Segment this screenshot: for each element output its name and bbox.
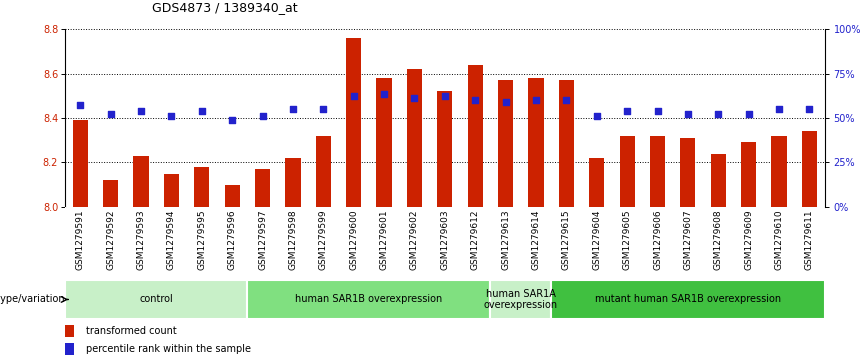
Text: GSM1279597: GSM1279597 [258, 209, 267, 270]
Text: GSM1279599: GSM1279599 [319, 209, 328, 270]
Text: GSM1279595: GSM1279595 [197, 209, 207, 270]
Bar [225, 185, 240, 207]
Text: genotype/variation: genotype/variation [0, 294, 65, 305]
Text: GSM1279611: GSM1279611 [805, 209, 814, 270]
Text: percentile rank within the sample: percentile rank within the sample [86, 344, 251, 354]
Text: GSM1279600: GSM1279600 [349, 209, 358, 270]
Bar [681, 138, 695, 207]
Text: GSM1279598: GSM1279598 [288, 209, 298, 270]
Text: GSM1279608: GSM1279608 [713, 209, 723, 270]
Bar [103, 180, 118, 207]
Text: GSM1279613: GSM1279613 [501, 209, 510, 270]
Bar [802, 131, 817, 207]
Text: GSM1279615: GSM1279615 [562, 209, 571, 270]
Bar [286, 158, 300, 207]
Bar [194, 167, 209, 207]
Point [377, 91, 391, 97]
Bar [377, 78, 391, 207]
Point [772, 106, 786, 112]
Bar [73, 120, 88, 207]
Point [498, 99, 512, 105]
Point [103, 111, 117, 117]
Text: human SAR1A
overexpression: human SAR1A overexpression [483, 289, 558, 310]
Text: GDS4873 / 1389340_at: GDS4873 / 1389340_at [152, 1, 298, 15]
Point [255, 113, 269, 119]
Point [620, 109, 634, 114]
Bar [498, 80, 513, 207]
Bar [316, 136, 331, 207]
Point [164, 113, 179, 119]
Point [73, 102, 87, 107]
Point [286, 106, 299, 112]
Point [194, 109, 208, 114]
Point [650, 109, 664, 114]
Text: GSM1279605: GSM1279605 [622, 209, 632, 270]
Bar [490, 280, 551, 319]
Bar [65, 343, 74, 355]
Bar [247, 280, 490, 319]
Bar [741, 142, 756, 207]
Point [802, 106, 816, 112]
Point [225, 117, 239, 123]
Bar [620, 136, 635, 207]
Point [529, 97, 542, 103]
Text: GSM1279607: GSM1279607 [683, 209, 693, 270]
Bar [529, 78, 543, 207]
Bar [468, 65, 483, 207]
Bar [437, 91, 452, 207]
Bar [407, 69, 422, 207]
Text: GSM1279604: GSM1279604 [592, 209, 602, 270]
Text: GSM1279592: GSM1279592 [106, 209, 115, 270]
Point [711, 111, 725, 117]
Text: GSM1279593: GSM1279593 [136, 209, 146, 270]
Point [681, 111, 694, 117]
Text: GSM1279591: GSM1279591 [76, 209, 85, 270]
Point [589, 113, 603, 119]
Text: GSM1279614: GSM1279614 [531, 209, 541, 270]
Bar [65, 280, 247, 319]
Bar [551, 280, 825, 319]
Bar [650, 136, 665, 207]
Text: human SAR1B overexpression: human SAR1B overexpression [295, 294, 443, 305]
Point [407, 95, 421, 101]
Point [134, 109, 148, 114]
Point [468, 97, 482, 103]
Bar [589, 158, 604, 207]
Text: GSM1279594: GSM1279594 [167, 209, 176, 270]
Bar [772, 136, 786, 207]
Point [346, 93, 360, 99]
Bar [559, 80, 574, 207]
Text: GSM1279603: GSM1279603 [440, 209, 450, 270]
Bar [711, 154, 726, 207]
Bar [134, 156, 148, 207]
Text: GSM1279612: GSM1279612 [470, 209, 480, 270]
Bar [65, 325, 74, 338]
Point [741, 111, 755, 117]
Text: transformed count: transformed count [86, 326, 176, 336]
Text: GSM1279606: GSM1279606 [653, 209, 662, 270]
Bar [346, 38, 361, 207]
Point [316, 106, 330, 112]
Bar [164, 174, 179, 207]
Point [559, 97, 573, 103]
Text: GSM1279609: GSM1279609 [744, 209, 753, 270]
Text: GSM1279602: GSM1279602 [410, 209, 419, 270]
Text: control: control [140, 294, 173, 305]
Text: mutant human SAR1B overexpression: mutant human SAR1B overexpression [595, 294, 781, 305]
Bar [255, 169, 270, 207]
Point [437, 93, 451, 99]
Text: GSM1279596: GSM1279596 [227, 209, 237, 270]
Text: GSM1279610: GSM1279610 [774, 209, 784, 270]
Text: GSM1279601: GSM1279601 [379, 209, 389, 270]
